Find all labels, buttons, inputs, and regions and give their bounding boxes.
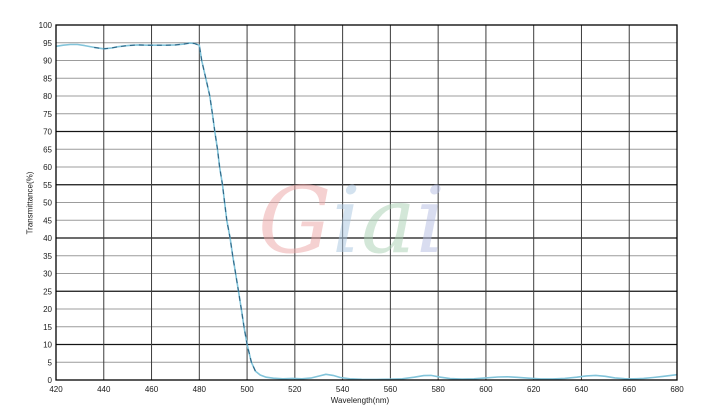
y-tick-label: 80 (43, 92, 52, 101)
x-tick-label: 520 (288, 385, 302, 394)
y-tick-label: 15 (43, 323, 52, 332)
x-axis-title: Wavelength(nm) (330, 396, 390, 405)
x-tick-label: 500 (240, 385, 254, 394)
y-tick-label: 20 (43, 305, 52, 314)
y-tick-label: 60 (43, 163, 52, 172)
x-tick-label: 640 (575, 385, 589, 394)
x-tick-label: 440 (97, 385, 111, 394)
y-tick-label: 75 (43, 110, 52, 119)
y-tick-label: 65 (43, 145, 52, 154)
x-tick-label: 540 (336, 385, 350, 394)
x-tick-label: 580 (431, 385, 445, 394)
x-tick-label: 660 (623, 385, 637, 394)
y-tick-label: 0 (48, 376, 53, 385)
watermark-text: Giai (258, 167, 445, 274)
y-tick-label: 90 (43, 57, 52, 66)
y-tick-label: 45 (43, 216, 52, 225)
y-axis-title: Transmittance(%) (25, 171, 35, 235)
plot-border (55, 24, 678, 381)
y-tick-label: 30 (43, 270, 52, 279)
y-tick-label: 50 (43, 199, 52, 208)
x-tick-label: 600 (479, 385, 493, 394)
y-tick-label: 70 (43, 128, 52, 137)
y-tick-label: 40 (43, 234, 52, 243)
x-tick-label: 480 (193, 385, 207, 394)
transmittance-curve-dashed-overlay (94, 42, 256, 372)
y-tick-label: 25 (43, 287, 52, 296)
y-tick-label: 35 (43, 252, 52, 261)
x-tick-label: 560 (384, 385, 398, 394)
y-tick-label: 5 (48, 358, 53, 367)
x-tick-label: 620 (527, 385, 541, 394)
x-tick-label: 460 (145, 385, 159, 394)
y-tick-label: 95 (43, 39, 52, 48)
x-tick-label: 680 (670, 385, 684, 394)
y-tick-label: 100 (39, 21, 53, 30)
x-tick-label: 420 (49, 385, 63, 394)
y-tick-label: 85 (43, 74, 52, 83)
y-tick-label: 10 (43, 341, 52, 350)
y-tick-label: 55 (43, 181, 52, 190)
